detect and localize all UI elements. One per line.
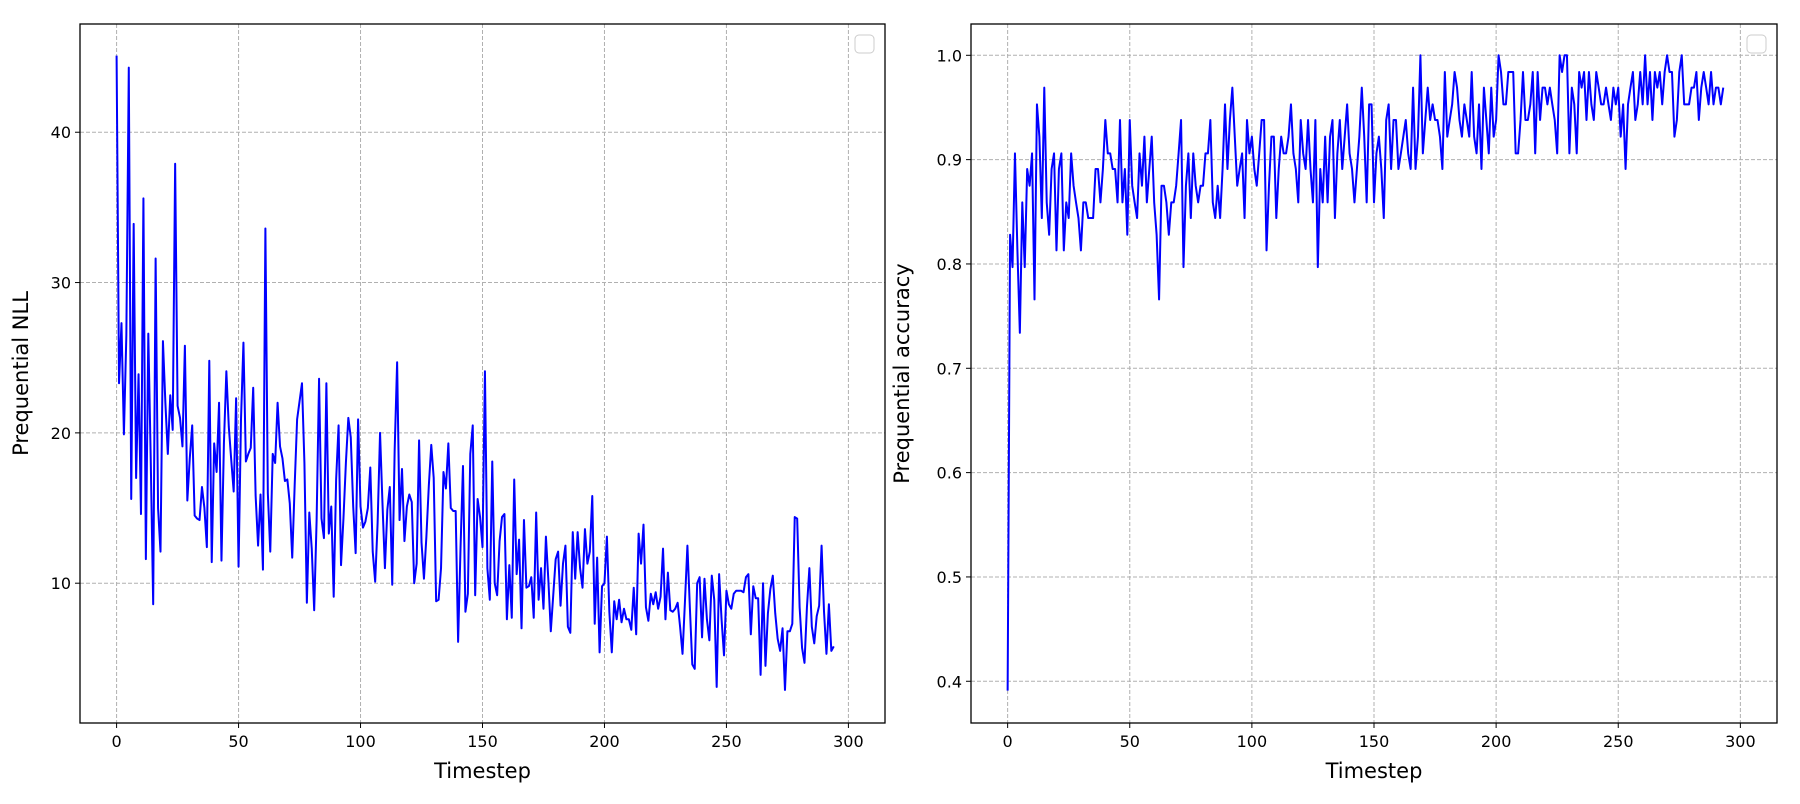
accuracy-legend-box [1746, 34, 1767, 54]
x-tick-label: 50 [228, 732, 248, 751]
accuracy-y-axis-label: Prequential accuracy [890, 263, 914, 483]
nll-x-axis-label: Timestep [433, 759, 531, 783]
x-tick-label: 200 [1481, 732, 1512, 751]
y-tick-label: 10 [51, 574, 71, 593]
y-tick-label: 0.7 [937, 359, 962, 378]
accuracy-x-axis: 0 50 100 150 200 250 300 [1003, 723, 1756, 751]
nll-line [115, 55, 835, 691]
y-tick-label: 0.8 [937, 255, 962, 274]
x-tick-label: 300 [1725, 732, 1756, 751]
x-tick-label: 250 [1603, 732, 1634, 751]
nll-y-axis: 10 20 30 40 [51, 123, 80, 593]
x-tick-label: 0 [111, 732, 121, 751]
x-tick-label: 200 [589, 732, 620, 751]
accuracy-x-axis-label: Timestep [1325, 759, 1423, 783]
x-tick-label: 250 [711, 732, 742, 751]
y-tick-label: 40 [51, 123, 71, 142]
x-tick-label: 100 [345, 732, 376, 751]
nll-chart: 0 50 100 150 200 250 300 10 20 30 40 Timestep Pre… [9, 23, 886, 783]
accuracy-chart: 0 50 100 150 200 250 300 0.4 0.5 0.6 0.7 0.8 0.9 1.0… [890, 23, 1778, 783]
y-tick-label: 0.4 [937, 672, 962, 691]
x-tick-label: 0 [1003, 732, 1013, 751]
x-tick-label: 100 [1237, 732, 1268, 751]
accuracy-y-axis: 0.4 0.5 0.6 0.7 0.8 0.9 1.0 [937, 46, 971, 691]
nll-legend-box [854, 34, 875, 54]
y-tick-label: 20 [51, 424, 71, 443]
y-tick-label: 1.0 [937, 46, 962, 65]
y-tick-label: 0.6 [937, 464, 962, 483]
x-tick-label: 50 [1120, 732, 1140, 751]
y-tick-label: 0.9 [937, 151, 962, 170]
x-tick-label: 150 [467, 732, 498, 751]
nll-x-axis: 0 50 100 150 200 250 300 [111, 723, 864, 751]
x-tick-label: 150 [1359, 732, 1390, 751]
y-tick-label: 30 [51, 274, 71, 293]
accuracy-line [1006, 54, 1725, 691]
nll-gridlines [80, 24, 885, 723]
y-tick-label: 0.5 [937, 568, 962, 587]
accuracy-gridlines [971, 24, 1777, 723]
x-tick-label: 300 [833, 732, 864, 751]
nll-y-axis-label: Prequential NLL [9, 291, 33, 456]
